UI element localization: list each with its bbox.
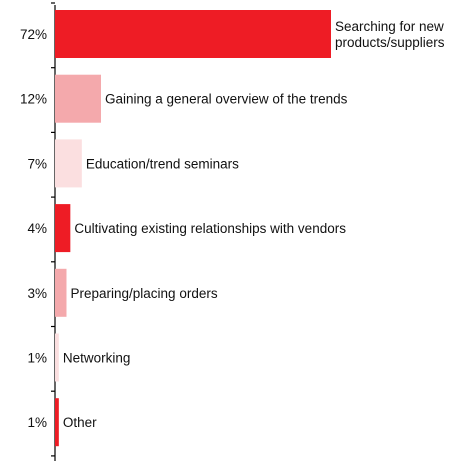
category-label: Networking (63, 351, 131, 366)
category-label: Searching for new (335, 19, 444, 34)
bar (55, 333, 59, 382)
bar (55, 398, 59, 447)
value-label: 1% (27, 415, 47, 430)
category-label: Other (63, 415, 97, 430)
value-label: 12% (20, 92, 47, 107)
value-label: 7% (27, 156, 47, 171)
bar (55, 139, 82, 188)
category-label: Cultivating existing relationships with … (74, 221, 346, 236)
category-label: Preparing/placing orders (71, 286, 218, 301)
value-label: 72% (20, 27, 47, 42)
value-label: 3% (27, 286, 47, 301)
category-label: products/suppliers (335, 35, 445, 50)
bar (55, 74, 101, 123)
bar (55, 268, 67, 317)
value-label: 4% (27, 221, 47, 236)
value-label: 1% (27, 351, 47, 366)
bar (55, 10, 331, 58)
category-label: Education/trend seminars (86, 156, 239, 171)
bar (55, 204, 71, 253)
category-label: Gaining a general overview of the trends (105, 92, 348, 107)
